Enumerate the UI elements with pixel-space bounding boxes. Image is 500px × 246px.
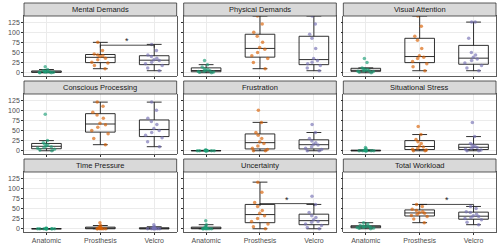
svg-text:Velcro: Velcro	[464, 237, 484, 244]
svg-text:*: *	[125, 36, 129, 46]
svg-text:Conscious Processing: Conscious Processing	[63, 83, 137, 92]
svg-text:75: 75	[12, 117, 20, 124]
svg-text:125: 125	[8, 175, 20, 182]
svg-text:125: 125	[8, 97, 20, 104]
svg-text:Situational Stress: Situational Stress	[390, 83, 449, 92]
svg-text:75: 75	[12, 39, 20, 46]
svg-text:50: 50	[12, 49, 20, 56]
svg-text:Velcro: Velcro	[144, 237, 164, 244]
svg-text:25: 25	[12, 59, 20, 66]
svg-text:Anatomic: Anatomic	[192, 237, 222, 244]
svg-text:25: 25	[12, 137, 20, 144]
svg-text:Anatomic: Anatomic	[351, 237, 381, 244]
svg-text:*: *	[445, 195, 449, 205]
svg-text:125: 125	[8, 19, 20, 26]
svg-text:Prosthesis: Prosthesis	[244, 237, 277, 244]
svg-text:Total Workload: Total Workload	[395, 161, 444, 170]
svg-text:0: 0	[16, 147, 20, 154]
svg-text:100: 100	[8, 185, 20, 192]
svg-text:50: 50	[12, 127, 20, 134]
svg-text:100: 100	[8, 29, 20, 36]
svg-text:Frustration: Frustration	[242, 83, 278, 92]
svg-text:Physical Demands: Physical Demands	[229, 5, 291, 14]
svg-text:75: 75	[12, 195, 20, 202]
svg-text:Uncertainty: Uncertainty	[241, 161, 279, 170]
svg-text:50: 50	[12, 205, 20, 212]
svg-text:Anatomic: Anatomic	[32, 237, 62, 244]
svg-text:Visual Attention: Visual Attention	[394, 5, 446, 14]
svg-text:*: *	[285, 195, 289, 205]
svg-text:25: 25	[12, 215, 20, 222]
svg-text:0: 0	[16, 225, 20, 232]
svg-text:Velcro: Velcro	[304, 237, 324, 244]
svg-text:Prosthesis: Prosthesis	[84, 237, 117, 244]
svg-text:100: 100	[8, 107, 20, 114]
svg-text:Prosthesis: Prosthesis	[403, 237, 436, 244]
svg-text:0: 0	[16, 69, 20, 76]
svg-text:Mental Demands: Mental Demands	[72, 5, 129, 14]
svg-text:Time Pressure: Time Pressure	[76, 161, 124, 170]
